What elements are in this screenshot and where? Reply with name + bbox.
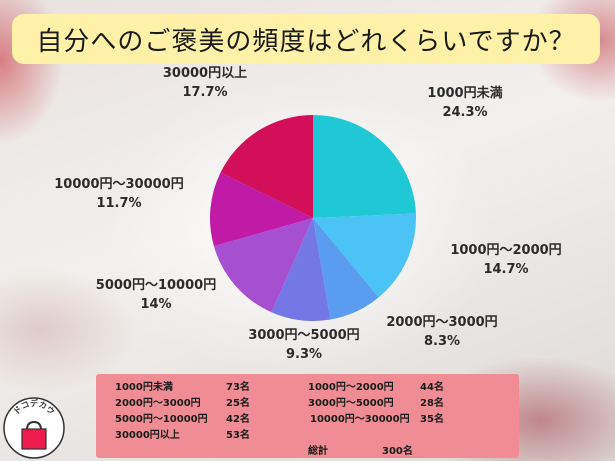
pie-slice-1 — [313, 213, 416, 298]
slice-label-0: 1000円未満 24.3% — [412, 84, 518, 122]
table-cell-count: 53名 — [226, 430, 250, 441]
slice-label-6-value: 17.7% — [182, 85, 228, 100]
slice-label-6-name: 30000円以上 — [162, 66, 248, 81]
shopping-bag-logo-icon: ドコデカウ — [3, 397, 65, 459]
table-cell-label: 30000円以上 — [115, 430, 180, 441]
respondent-count-table: 1000円未満 73名 1000円～2000円 44名 2000円～3000円 … — [96, 374, 519, 458]
slice-label-3-name: 3000円～5000円 — [248, 328, 360, 343]
slice-label-2: 2000円～3000円 8.3% — [372, 313, 512, 351]
table-cell-label: 3000円～5000円 — [308, 398, 394, 409]
slice-label-5: 10000円～30000円 11.7% — [44, 175, 194, 213]
pie-slice-6 — [220, 115, 313, 218]
slice-label-2-value: 8.3% — [423, 334, 461, 349]
table-cell-count: 35名 — [420, 414, 444, 425]
slice-label-4: 5000円～10000円 14% — [86, 276, 226, 314]
table-cell-count: 73名 — [226, 382, 250, 393]
slice-label-5-name: 10000円～30000円 — [54, 177, 184, 192]
slice-label-3-value: 9.3% — [285, 347, 323, 362]
slice-label-2-name: 2000円～3000円 — [386, 315, 498, 330]
slice-label-4-value: 14% — [140, 297, 172, 312]
table-cell-count: 44名 — [420, 382, 444, 393]
pie-slice-3 — [271, 218, 331, 321]
table-cell-label: 10000円～30000円 — [310, 414, 410, 425]
slice-label-0-name: 1000円未満 — [427, 86, 503, 101]
table-cell-count: 28名 — [420, 398, 444, 409]
table-cell-label: 1000円～2000円 — [308, 382, 394, 393]
table-cell-label: 5000円～10000円 — [115, 414, 208, 425]
table-cell-label: 2000円～3000円 — [115, 398, 201, 409]
slice-label-0-value: 24.3% — [442, 105, 488, 120]
slice-label-1-value: 14.7% — [483, 262, 529, 277]
pie-slice-2 — [313, 218, 379, 320]
pie-slice-4 — [213, 218, 313, 313]
pie-slice-5 — [210, 172, 313, 247]
table-total-label: 総計 — [308, 446, 328, 457]
table-cell-count: 25名 — [226, 398, 250, 409]
slice-label-6: 30000円以上 17.7% — [150, 64, 260, 102]
table-total-value: 300名 — [382, 446, 413, 457]
slice-label-4-name: 5000円～10000円 — [95, 278, 217, 293]
page-title: 自分へのご褒美の頻度はどれくらいですか？ — [12, 14, 600, 64]
slice-label-1-name: 1000円～2000円 — [450, 243, 562, 258]
table-cell-count: 42名 — [226, 414, 250, 425]
pie-slice-0 — [313, 115, 416, 218]
slice-label-5-value: 11.7% — [96, 196, 142, 211]
slice-label-3: 3000円～5000円 9.3% — [234, 326, 374, 364]
table-cell-label: 1000円未満 — [115, 382, 173, 393]
slice-label-1: 1000円～2000円 14.7% — [436, 241, 576, 279]
